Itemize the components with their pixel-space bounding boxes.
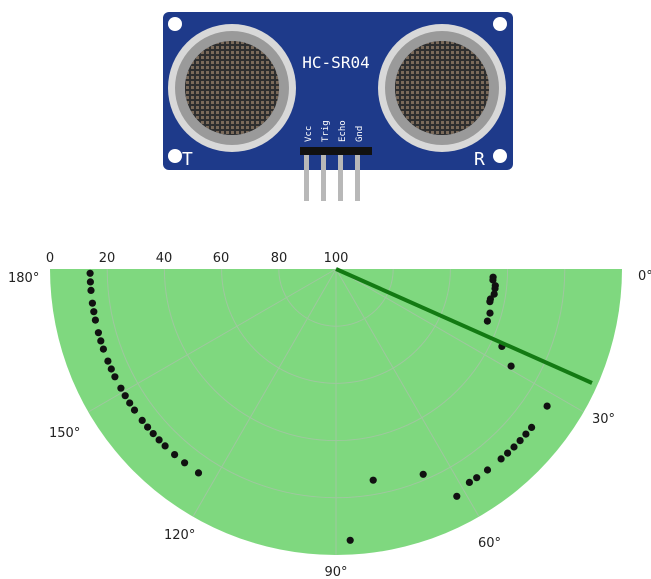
detection-point — [90, 308, 98, 316]
angle-label-0: 0° — [638, 269, 651, 284]
angle-spoke — [88, 268, 337, 413]
angle-label-60: 60° — [478, 536, 501, 551]
detection-point — [510, 443, 518, 451]
pin-vcc — [304, 155, 309, 201]
detection-point — [181, 459, 189, 467]
detection-point — [86, 278, 94, 286]
detection-point — [130, 406, 139, 414]
detection-point — [121, 392, 129, 400]
detection-point — [138, 416, 146, 424]
detection-point — [528, 423, 536, 431]
detection-point — [483, 466, 492, 474]
detection-point — [483, 317, 491, 325]
transmitter-transducer — [168, 24, 296, 152]
detection-point — [453, 492, 461, 500]
pin-gnd — [355, 155, 360, 201]
detection-point — [171, 451, 179, 459]
model-label: HC-SR04 — [302, 53, 369, 72]
radar-points — [86, 269, 551, 544]
detection-point — [144, 423, 152, 431]
detection-point — [522, 430, 530, 438]
receiver-marker: R — [474, 149, 485, 170]
detection-point — [346, 536, 354, 544]
detection-point — [497, 455, 505, 463]
angle-label-30: 30° — [592, 412, 615, 427]
detection-point — [194, 469, 203, 477]
detection-point — [117, 384, 125, 392]
angle-spoke — [335, 268, 480, 517]
pin-trig — [321, 155, 326, 201]
pin-label-trig: Trig — [321, 120, 331, 142]
detection-point — [161, 442, 169, 450]
radar-grid — [88, 268, 584, 555]
detection-point — [104, 357, 112, 365]
detection-point — [486, 309, 494, 317]
range-tick-20: 20 — [99, 251, 116, 266]
detection-point — [419, 470, 427, 478]
angle-spoke — [192, 268, 337, 517]
mount-hole-icon — [493, 149, 507, 163]
detection-point — [465, 478, 473, 486]
detection-point — [99, 345, 107, 353]
detection-point — [126, 399, 134, 407]
range-tick-80: 80 — [271, 251, 288, 266]
mount-hole-icon — [168, 17, 182, 31]
transmitter-marker: T — [182, 149, 193, 170]
detection-point — [491, 284, 499, 293]
pin-label-echo: Echo — [338, 120, 348, 142]
detection-point — [473, 474, 481, 482]
range-tick-100: 100 — [324, 251, 349, 266]
detection-point — [507, 362, 515, 370]
sensor-module: HC-SR04 T R Vcc Trig Echo Gnd — [163, 12, 513, 201]
angle-label-120: 120° — [164, 528, 195, 543]
sweep-line — [335, 267, 593, 385]
pin-label-vcc: Vcc — [304, 126, 314, 142]
detection-point — [87, 286, 95, 294]
range-tick-0: 0 — [46, 251, 54, 266]
detection-point — [369, 476, 377, 484]
detection-point — [516, 437, 524, 445]
detection-point — [155, 436, 163, 444]
detection-point — [543, 402, 551, 410]
angle-label-150: 150° — [49, 426, 80, 441]
detection-point — [91, 316, 99, 324]
detection-point — [94, 329, 102, 337]
range-tick-40: 40 — [156, 251, 173, 266]
pin-echo — [338, 155, 343, 201]
pin-label-gnd: Gnd — [355, 126, 365, 142]
angle-spoke — [335, 268, 584, 413]
detection-point — [504, 449, 512, 457]
detection-point — [88, 299, 96, 307]
detection-point — [490, 290, 498, 298]
range-tick-60: 60 — [213, 251, 230, 266]
detection-point — [107, 365, 115, 373]
receiver-transducer — [378, 24, 506, 152]
detection-point — [86, 269, 94, 277]
mount-hole-icon — [168, 149, 182, 163]
angle-label-90: 90° — [324, 565, 347, 579]
detection-point — [111, 373, 119, 381]
radar-plot: 0 20 40 60 80 100 0° 30° 60° 90° 120° 15… — [8, 251, 651, 579]
detection-point — [97, 337, 105, 345]
detection-point — [149, 430, 157, 438]
angle-label-180: 180° — [8, 271, 39, 286]
mount-hole-icon — [493, 17, 507, 31]
detection-point — [489, 276, 497, 284]
header-pins — [300, 147, 372, 201]
detection-point — [486, 298, 494, 306]
